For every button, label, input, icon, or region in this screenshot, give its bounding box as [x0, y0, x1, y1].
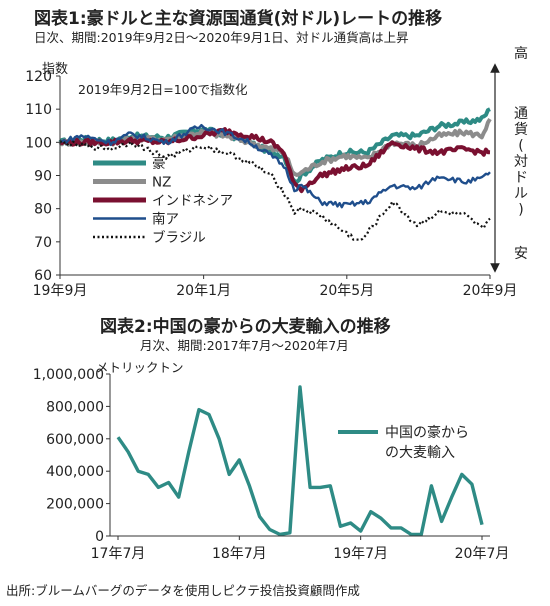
- source-note: 出所:ブルームバーグのデータを使用しピクテ投信投資顧問作成: [6, 583, 360, 598]
- chart1-ytick-label: 80: [34, 202, 52, 218]
- chart2-ytick-label: 1,000,000: [33, 367, 104, 383]
- chart1-ylabel: 指数: [42, 62, 68, 77]
- chart1-svg: 60 70 80 90 100 110 120 19年9月 20年1月 20年5月 20年9月 豪…: [25, 45, 528, 299]
- chart1-ytick-label: 100: [25, 135, 52, 151]
- chart1-xtick-label: 20年5月: [319, 283, 374, 299]
- chart2-title: 図表2:中国の豪からの大麦輸入の推移: [100, 317, 391, 337]
- chart1-xtick-label: 19年9月: [33, 283, 88, 299]
- chart1-ytick-label: 110: [25, 102, 52, 118]
- chart1-ytick-label: 70: [34, 235, 52, 251]
- chart2-xtick-label: 20年7月: [455, 546, 510, 562]
- chart1-ytick-label: 60: [34, 268, 52, 284]
- chart2-subtitle: 月次、期間:2017年7月～2020年7月: [140, 338, 349, 353]
- chart2-ylabel: メトリックトン: [96, 360, 184, 375]
- chart1-legend-label: NZ: [152, 175, 171, 191]
- chart1-annotation: 2019年9月2日=100で指数化: [78, 82, 248, 97]
- chart1-series-line: [59, 139, 491, 242]
- chart2-legend-label: 中国の豪からの大麦輸入: [385, 425, 469, 461]
- chart2-ytick-label: 600,000: [46, 432, 104, 448]
- chart2-ytick-label: 0: [95, 529, 104, 545]
- chart1-legend-label: インドネシア: [152, 193, 233, 209]
- chart1-legend-label: ブラジル: [152, 229, 206, 246]
- chart1-right-bottom-label: 安: [514, 246, 528, 262]
- chart2-xtick-label: 19年7月: [333, 546, 388, 562]
- chart1-series-line: [59, 123, 491, 209]
- chart1-xtick-label: 20年1月: [176, 283, 231, 299]
- chart1-right-middle-label: 通貨(対ドル): [514, 106, 528, 218]
- chart2-xtick-label: 18年7月: [212, 546, 267, 562]
- chart1-ytick-label: 120: [25, 69, 52, 85]
- chart1-series-line: [59, 127, 491, 194]
- chart2-series-line: [116, 385, 484, 537]
- chart2-ytick-label: 400,000: [46, 464, 104, 480]
- chart1-ytick-label: 90: [34, 169, 52, 185]
- chart1-legend-label: 南ア: [152, 212, 179, 228]
- chart1-xtick-label: 20年9月: [463, 283, 518, 299]
- chart2-ytick-label: 200,000: [46, 497, 104, 513]
- chart2-xtick-label: 17年7月: [91, 546, 146, 562]
- chart2-ytick-label: 800,000: [46, 399, 104, 415]
- chart1-right-top-label: 高: [514, 45, 528, 62]
- chart1-legend-label: 豪: [152, 156, 166, 172]
- chart1-title: 図表1:豪ドルと主な資源国通貨(対ドル)レートの推移: [34, 9, 443, 29]
- chart1-subtitle: 日次、期間:2019年9月2日～2020年9月1日、対ドル通貨高は上昇: [34, 30, 409, 45]
